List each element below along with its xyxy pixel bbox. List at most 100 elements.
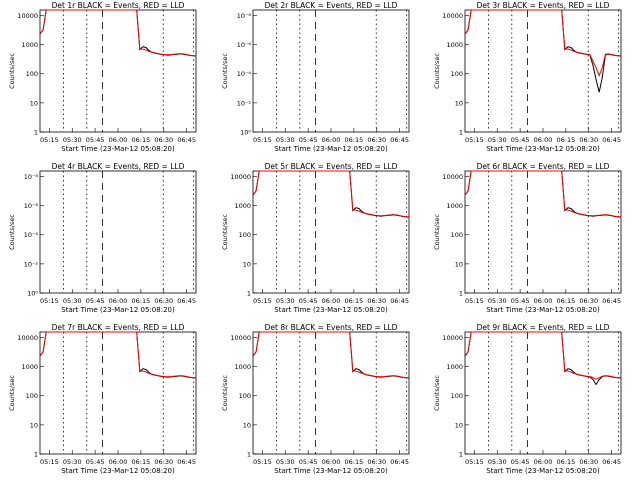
y-tick-label: 1000 [446,202,463,210]
x-tick-label: 06:45 [602,136,621,144]
x-tick-label: 06:15 [345,297,364,305]
y-tick-label: 1000 [234,202,251,210]
x-tick-label: 06:45 [390,458,409,466]
y-tick-label: 1 [34,451,38,459]
x-tick-label: 05:45 [511,136,530,144]
x-tick-label: 06:15 [132,458,151,466]
series-lld-line [252,331,410,379]
panel-det-7: Det 7r BLACK = Events, RED = LLD 1 10 100 10… [8,323,197,475]
y-tick-label: 1 [459,451,463,459]
x-tick-label: 05:30 [63,136,82,144]
x-tick-label: 06:30 [154,297,173,305]
x-tick-label: 06:45 [177,458,196,466]
y-tick-label: 10000 [442,334,463,342]
y-tick-label: 1000 [21,363,38,371]
panel-title: Det 3r BLACK = Events, RED = LLD [477,1,610,10]
x-tick-label: 06:15 [345,458,364,466]
x-tick-label: 05:45 [299,458,318,466]
y-tick-label: 1 [247,290,251,298]
x-tick-label: 06:00 [534,136,553,144]
x-tick-label: 05:45 [299,136,318,144]
y-tick-label: 10⁰ [27,290,38,298]
y-tick-label: 10000 [230,334,251,342]
y-tick-label: 100 [239,231,251,239]
y-tick-label: 10⁻⁸ [237,12,252,20]
y-tick-label: 100 [451,70,463,78]
y-tick-label: 100 [451,392,463,400]
y-axis-label: Counts/sec [221,375,229,411]
x-tick-label: 05:30 [276,136,295,144]
y-axis-label: Counts/sec [8,53,16,89]
panel-det-3: Det 3r BLACK = Events, RED = LLD 1 10 100 10… [433,1,622,153]
x-tick-label: 06:00 [109,458,128,466]
x-tick-label: 05:30 [488,136,507,144]
x-tick-label: 05:30 [488,297,507,305]
x-tick-label: 06:15 [557,297,576,305]
x-tick-label: 06:00 [534,458,553,466]
y-tick-label: 10⁻⁴ [24,231,39,239]
y-axis-label: Counts/sec [221,214,229,250]
y-tick-label: 10000 [230,173,251,181]
x-tick-label: 06:00 [322,297,341,305]
x-tick-label: 05:15 [253,136,272,144]
y-tick-label: 10⁻² [24,260,39,268]
y-tick-label: 10 [455,260,463,268]
x-axis-label: Start Time (23-Mar-12 05:08:20) [274,306,388,314]
x-tick-label: 05:30 [63,458,82,466]
x-tick-label: 05:15 [40,458,59,466]
x-tick-label: 06:15 [132,297,151,305]
x-axis-label: Start Time (23-Mar-12 05:08:20) [61,306,175,314]
y-tick-label: 10⁻² [237,99,252,107]
x-tick-label: 05:30 [276,297,295,305]
y-axis-label: Counts/sec [433,375,441,411]
y-axis-label: Counts/sec [221,53,229,89]
panel-det-1: Det 1r BLACK = Events, RED = LLD 1 10 100 10… [8,1,197,153]
x-tick-label: 05:15 [40,297,59,305]
x-tick-label: 05:45 [86,297,105,305]
panel-det-6: Det 6r BLACK = Events, RED = LLD 1 10 100 10… [433,162,622,314]
y-tick-label: 10⁰ [240,129,251,137]
x-tick-label: 06:45 [177,297,196,305]
x-tick-label: 05:45 [511,297,530,305]
panel-title: Det 7r BLACK = Events, RED = LLD [52,323,185,332]
y-axis-label: Counts/sec [8,214,16,250]
y-tick-label: 1 [247,451,251,459]
x-tick-label: 06:30 [579,297,598,305]
panel-title: Det 2r BLACK = Events, RED = LLD [265,1,398,10]
x-tick-label: 06:30 [367,136,386,144]
panel-det-9: Det 9r BLACK = Events, RED = LLD 1 10 100 10… [433,323,622,475]
x-tick-label: 06:00 [109,297,128,305]
x-axis-label: Start Time (23-Mar-12 05:08:20) [274,467,388,475]
x-axis-label: Start Time (23-Mar-12 05:08:20) [486,306,600,314]
x-tick-label: 06:30 [154,136,173,144]
series-lld-line [464,170,622,218]
y-tick-label: 10⁻⁶ [237,41,252,49]
y-tick-label: 100 [451,231,463,239]
x-tick-label: 06:15 [345,136,364,144]
x-tick-label: 06:15 [132,136,151,144]
y-tick-label: 1000 [446,41,463,49]
y-tick-label: 10 [455,421,463,429]
series-lld-line [39,9,197,57]
x-tick-label: 05:15 [253,297,272,305]
x-tick-label: 05:30 [63,297,82,305]
x-tick-label: 06:00 [322,136,341,144]
y-tick-label: 10 [30,99,38,107]
x-tick-label: 05:45 [299,297,318,305]
x-tick-label: 05:30 [488,458,507,466]
x-tick-label: 06:45 [390,297,409,305]
x-axis-label: Start Time (23-Mar-12 05:08:20) [486,145,600,153]
y-tick-label: 10000 [442,173,463,181]
panel-title: Det 4r BLACK = Events, RED = LLD [52,162,185,171]
y-tick-label: 10⁻⁶ [24,202,39,210]
y-tick-label: 10 [455,99,463,107]
x-tick-label: 06:15 [557,458,576,466]
y-tick-label: 100 [239,392,251,400]
x-tick-label: 05:15 [253,458,272,466]
series-lld-line [464,331,622,380]
x-tick-label: 06:00 [109,136,128,144]
y-tick-label: 10⁻⁴ [237,70,252,78]
y-axis-label: Counts/sec [433,53,441,89]
series-lld-line [252,170,410,218]
